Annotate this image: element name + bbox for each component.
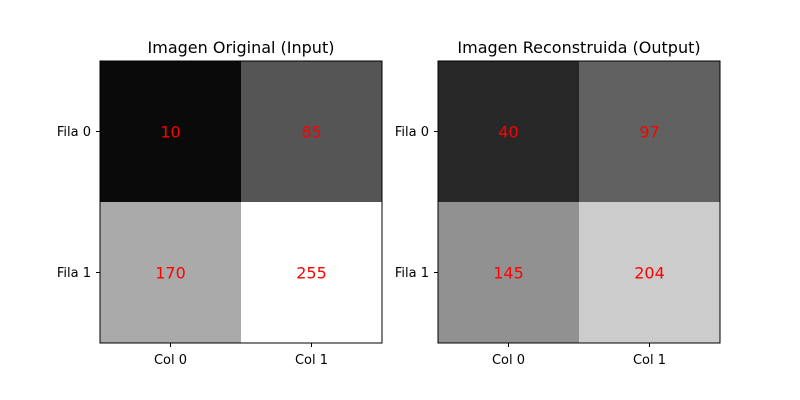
heatmap-cells: 10 85 170 255: [100, 61, 383, 344]
cell-value-label: 204: [634, 264, 665, 283]
heatmap-cell: [100, 202, 242, 344]
heatmap-cell: [438, 61, 580, 203]
heatmap-cell: [438, 202, 580, 344]
cell-value-label: 10: [160, 123, 180, 142]
heatmap-panel-input: Imagen Original (Input) 10 85 170 255 Fila …: [57, 38, 383, 368]
cell-value-label: 145: [493, 264, 524, 283]
y-tick-label: Fila 1: [395, 266, 429, 281]
heatmap-cells: 40 97 145 204: [438, 61, 721, 344]
y-ticks: Fila 0 Fila 1: [57, 125, 100, 281]
heatmap-cell: [579, 61, 721, 203]
heatmap-cell: [241, 61, 383, 203]
x-tick-label: Col 1: [295, 353, 328, 368]
cell-value-label: 255: [296, 264, 327, 283]
heatmap-cell: [100, 61, 242, 203]
plot-frame: [99, 60, 383, 344]
y-tick-label: Fila 1: [57, 266, 91, 281]
x-ticks: Col 0 Col 1: [154, 343, 328, 368]
y-ticks: Fila 0 Fila 1: [395, 125, 438, 281]
cell-value-label: 97: [639, 123, 659, 142]
cell-value-label: 170: [155, 264, 186, 283]
y-tick-label: Fila 0: [57, 125, 91, 140]
heatmap-cell: [241, 202, 383, 344]
x-ticks: Col 0 Col 1: [492, 343, 666, 368]
x-tick-label: Col 0: [492, 353, 525, 368]
x-tick-label: Col 1: [633, 353, 666, 368]
chart-title: Imagen Reconstruida (Output): [457, 38, 700, 57]
cell-value-label: 85: [301, 123, 321, 142]
y-tick-label: Fila 0: [395, 125, 429, 140]
plot-frame: [437, 60, 721, 344]
x-tick-label: Col 0: [154, 353, 187, 368]
cell-value-label: 40: [498, 123, 518, 142]
heatmap-cell: [579, 202, 721, 344]
chart-title: Imagen Original (Input): [148, 38, 335, 57]
